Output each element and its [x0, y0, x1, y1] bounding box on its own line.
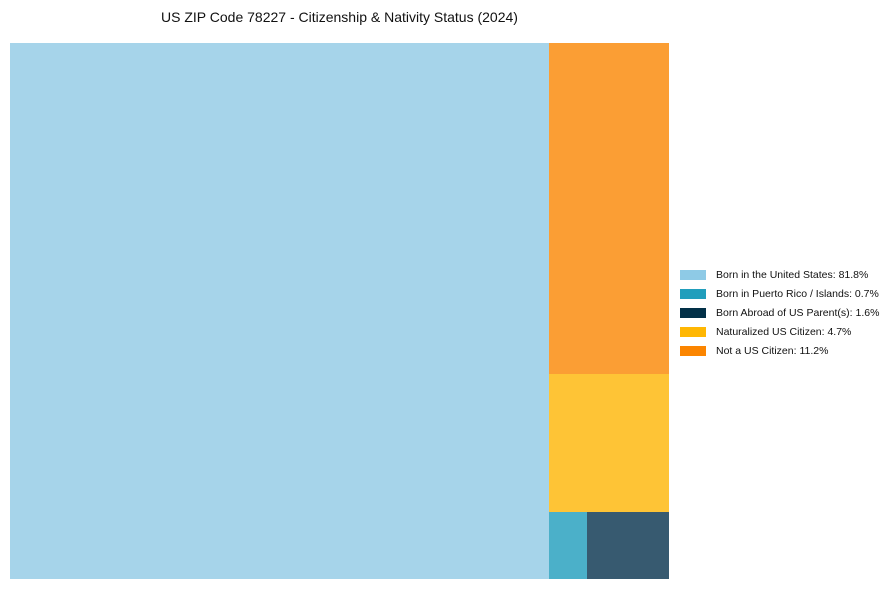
- treemap-tile: [587, 512, 669, 579]
- legend-swatch: [680, 346, 706, 356]
- chart-title: US ZIP Code 78227 - Citizenship & Nativi…: [161, 9, 518, 25]
- legend: Born in the United States: 81.8% Born in …: [680, 267, 879, 362]
- treemap-tile: [549, 374, 669, 512]
- treemap-tile: [549, 43, 669, 374]
- treemap-tile: [10, 43, 549, 579]
- legend-label: Born in the United States: 81.8%: [716, 269, 869, 281]
- legend-swatch: [680, 308, 706, 318]
- legend-swatch: [680, 327, 706, 337]
- legend-label: Not a US Citizen: 11.2%: [716, 345, 829, 357]
- legend-item: Not a US Citizen: 11.2%: [680, 343, 879, 359]
- legend-swatch: [680, 289, 706, 299]
- legend-item: Born Abroad of US Parent(s): 1.6%: [680, 305, 879, 321]
- legend-swatch: [680, 270, 706, 280]
- legend-label: Born in Puerto Rico / Islands: 0.7%: [716, 288, 879, 300]
- legend-label: Born Abroad of US Parent(s): 1.6%: [716, 307, 880, 319]
- legend-item: Born in the United States: 81.8%: [680, 267, 879, 283]
- legend-label: Naturalized US Citizen: 4.7%: [716, 326, 852, 338]
- legend-item: Naturalized US Citizen: 4.7%: [680, 324, 879, 340]
- legend-item: Born in Puerto Rico / Islands: 0.7%: [680, 286, 879, 302]
- treemap-tile: [549, 512, 587, 579]
